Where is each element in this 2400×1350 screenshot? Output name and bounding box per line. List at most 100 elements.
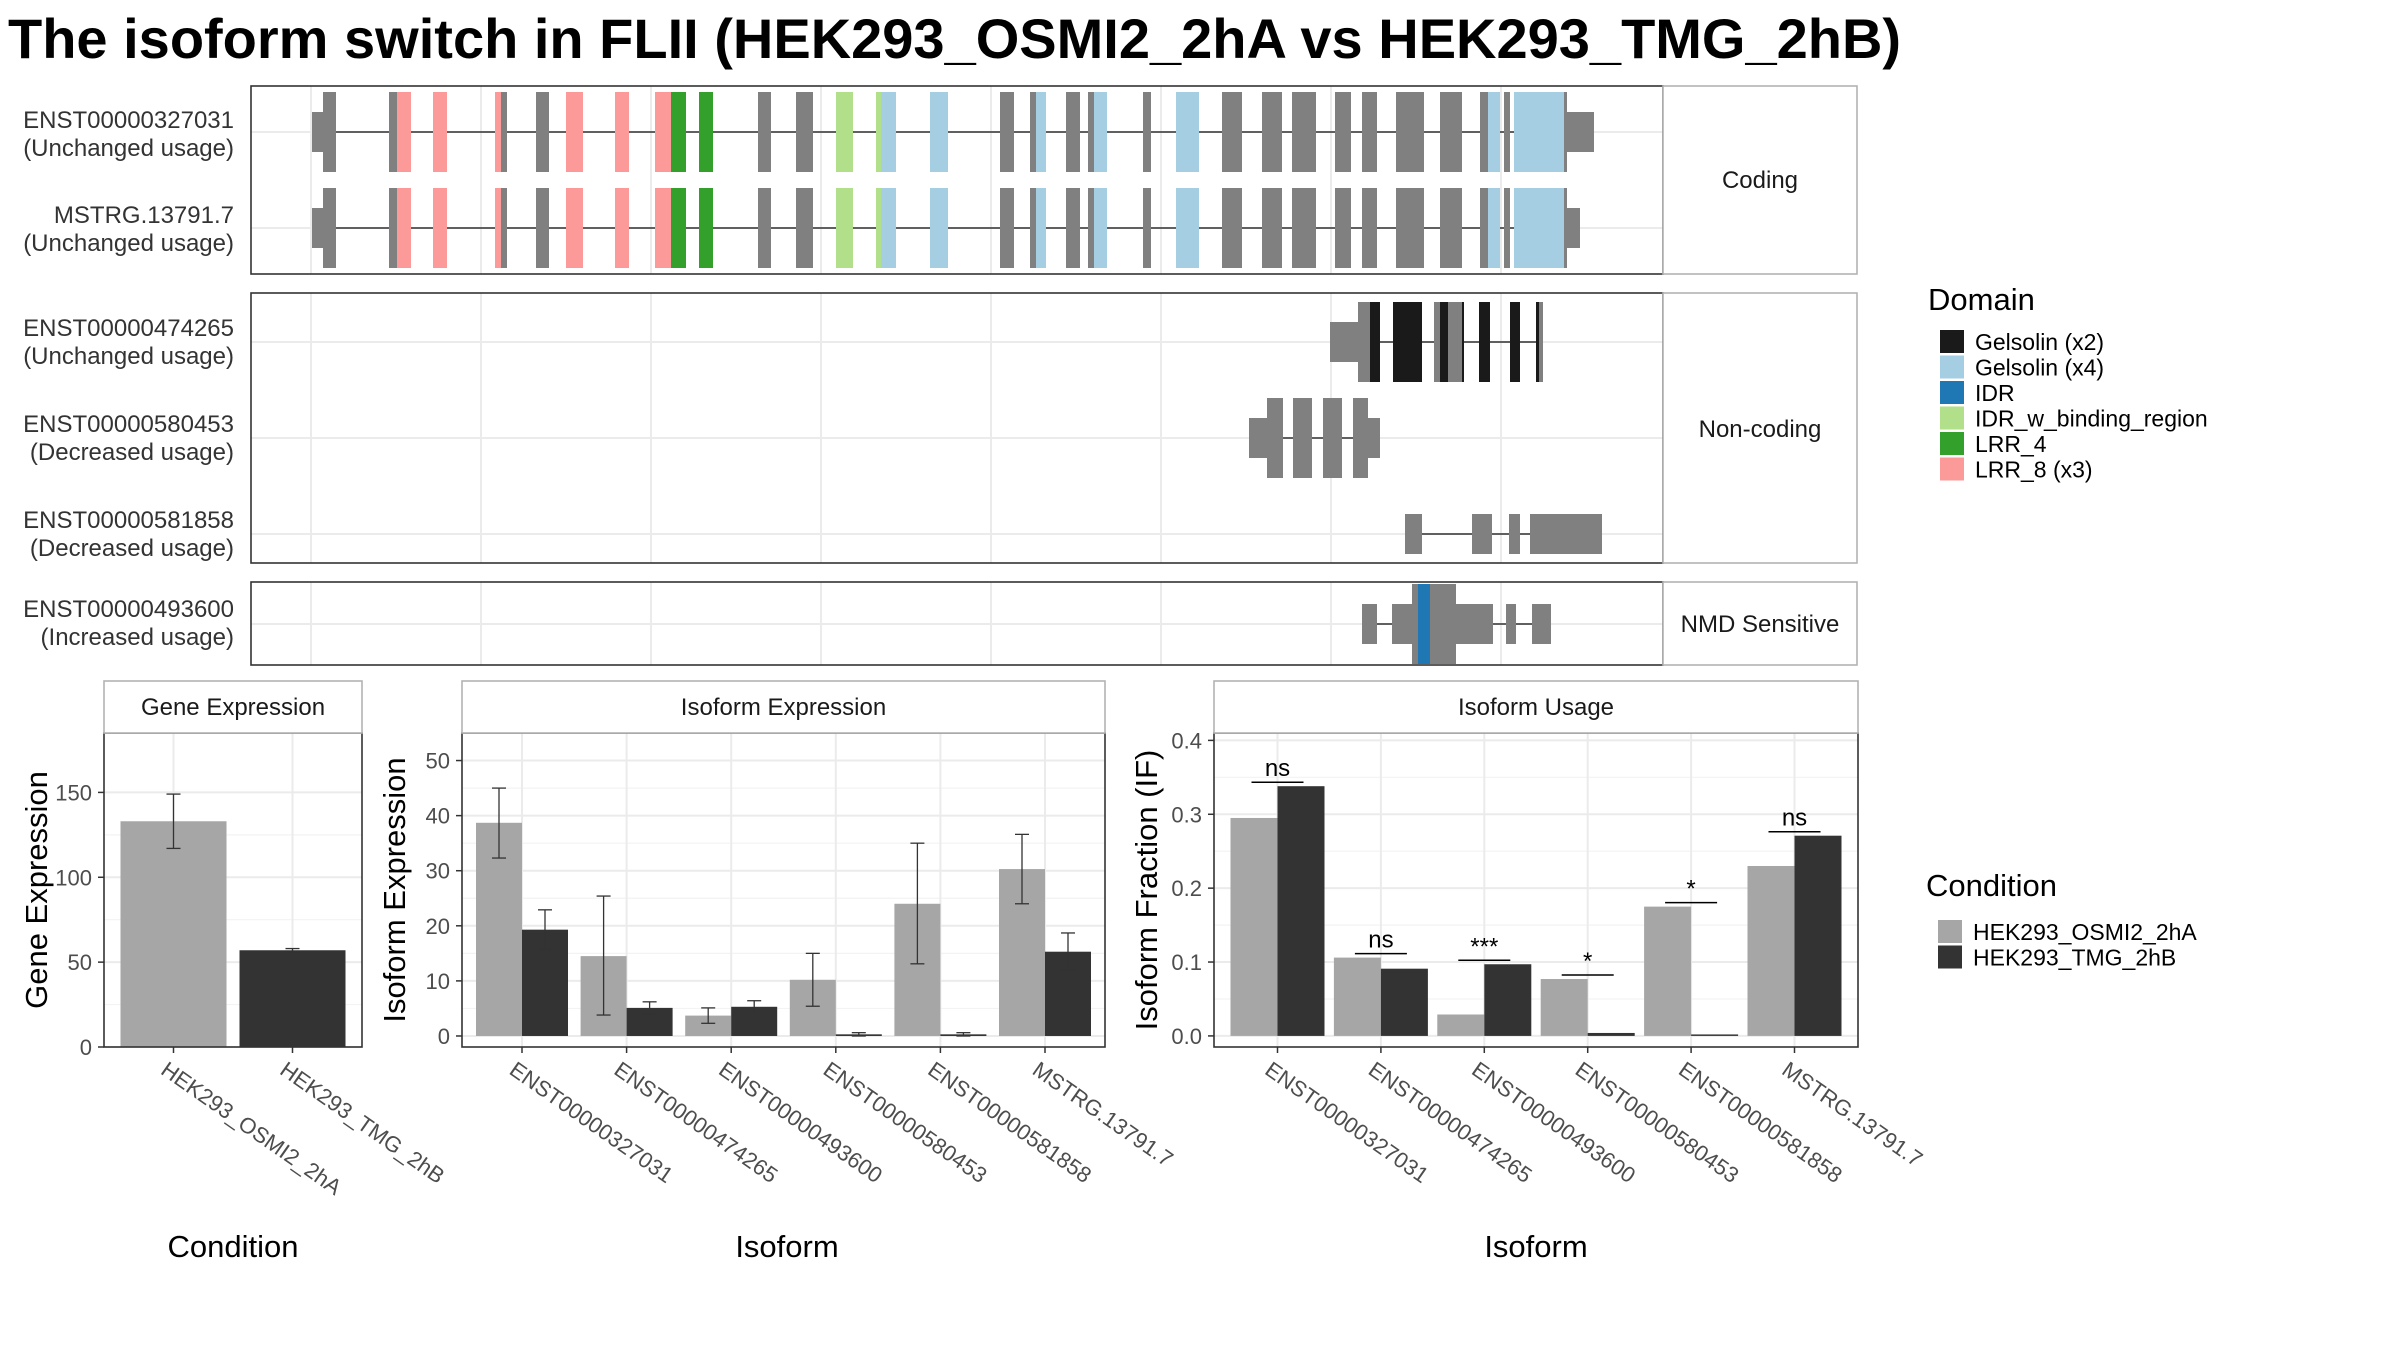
coding-exons [312, 92, 1594, 268]
exon [1539, 302, 1543, 382]
significance-label: ns [1265, 755, 1290, 782]
exon [1396, 92, 1424, 172]
exon [1358, 302, 1370, 382]
exon [1292, 188, 1316, 268]
exon [615, 92, 629, 172]
exon [881, 188, 896, 268]
exon [536, 92, 549, 172]
exon [566, 188, 583, 268]
legend-label: HEK293_TMG_2hB [1973, 945, 2176, 971]
legend-label: LRR_4 [1975, 431, 2047, 457]
exon [323, 188, 336, 268]
tx-id: ENST00000580453 [23, 411, 234, 438]
tx-usage: (Decreased usage) [30, 535, 234, 562]
significance-label: ns [1368, 927, 1393, 954]
exon [1330, 322, 1358, 362]
exon [876, 188, 881, 268]
tx-id: ENST00000474265 [23, 315, 234, 342]
exon [389, 92, 397, 172]
structure-panel-noncoding: Non-coding ENST00000474265 (Unchanged us… [23, 292, 1858, 564]
significance-label: ns [1782, 805, 1807, 832]
y-tick-label: 10 [426, 969, 450, 994]
exon [1534, 92, 1564, 172]
exon [1293, 398, 1312, 478]
significance-label: *** [1470, 933, 1498, 960]
exon [397, 188, 411, 268]
exon [1510, 302, 1520, 382]
tx-id: ENST00000493600 [23, 596, 234, 623]
tx-id: ENST00000327031 [23, 107, 234, 134]
exon [1479, 302, 1490, 382]
y-axis-title: Isoform Expression [377, 757, 412, 1022]
domain-legend: Domain Gelsolin (x2)Gelsolin (x4)IDRIDR_… [1928, 282, 2208, 483]
exon [1405, 514, 1422, 554]
exon [1509, 514, 1520, 554]
bar [1691, 1034, 1739, 1036]
exon [1176, 92, 1199, 172]
bar [1230, 817, 1278, 1036]
nmd-strip [1662, 581, 1858, 666]
y-axis-title: Isoform Fraction (IF) [1129, 750, 1164, 1031]
exon [1030, 92, 1036, 172]
y-tick-label: 50 [68, 950, 92, 975]
y-tick-label: 0 [438, 1024, 450, 1049]
y-tick-label: 0 [80, 1035, 92, 1060]
exon [1370, 302, 1380, 382]
exon [1392, 604, 1412, 644]
exon [1514, 188, 1534, 268]
exon [1565, 208, 1580, 248]
structure-panel-coding: Coding ENST00000327031 (Unchanged usage)… [23, 85, 1858, 275]
exon [758, 188, 771, 268]
exon [1504, 188, 1510, 268]
panel-bg [462, 733, 1105, 1047]
exon [615, 188, 629, 268]
y-tick-label: 30 [426, 859, 450, 884]
exon [1430, 584, 1456, 664]
x-axis-title: Isoform [1484, 1229, 1587, 1264]
bar [120, 821, 227, 1047]
exon [1456, 604, 1493, 644]
significance-label: * [1583, 948, 1592, 975]
chart-strip [461, 680, 1106, 734]
bar [1747, 865, 1795, 1036]
exon [1462, 302, 1464, 382]
legend-label: IDR [1975, 380, 2015, 406]
bar [1644, 906, 1692, 1036]
exon [1094, 92, 1107, 172]
exon [1440, 92, 1462, 172]
exon [312, 112, 323, 152]
exon [1292, 92, 1316, 172]
x-axis-title: Isoform [735, 1229, 838, 1264]
exon [1362, 604, 1377, 644]
exon [536, 188, 549, 268]
exon [312, 208, 323, 248]
tx-id: MSTRG.13791.7 [54, 202, 234, 229]
tx-usage: (Unchanged usage) [23, 135, 234, 162]
tx-usage: (Unchanged usage) [23, 230, 234, 257]
legend-label: IDR_w_binding_region [1975, 406, 2208, 432]
exon [1480, 92, 1488, 172]
legend-key [1940, 330, 1964, 353]
exon [1353, 398, 1368, 478]
legend-label: HEK293_OSMI2_2hA [1973, 919, 2197, 945]
legend-label: Gelsolin (x2) [1975, 329, 2104, 355]
exon [1262, 188, 1282, 268]
bar [1277, 786, 1325, 1036]
legend-key [1938, 945, 1962, 969]
exon [1222, 92, 1242, 172]
y-tick-label: 0.0 [1171, 1024, 1202, 1049]
exon [433, 92, 447, 172]
y-tick-label: 0.1 [1171, 950, 1202, 975]
chart-strip [103, 680, 363, 734]
exon [655, 188, 671, 268]
exon [836, 92, 853, 172]
exon [1418, 584, 1430, 664]
exon [1323, 398, 1342, 478]
chart-title: Isoform Expression [681, 694, 886, 721]
exon [1472, 514, 1492, 554]
exon [433, 188, 447, 268]
structure-panel-nmd: NMD Sensitive ENST00000493600 (Increased… [23, 581, 1858, 666]
exon [1440, 302, 1448, 382]
